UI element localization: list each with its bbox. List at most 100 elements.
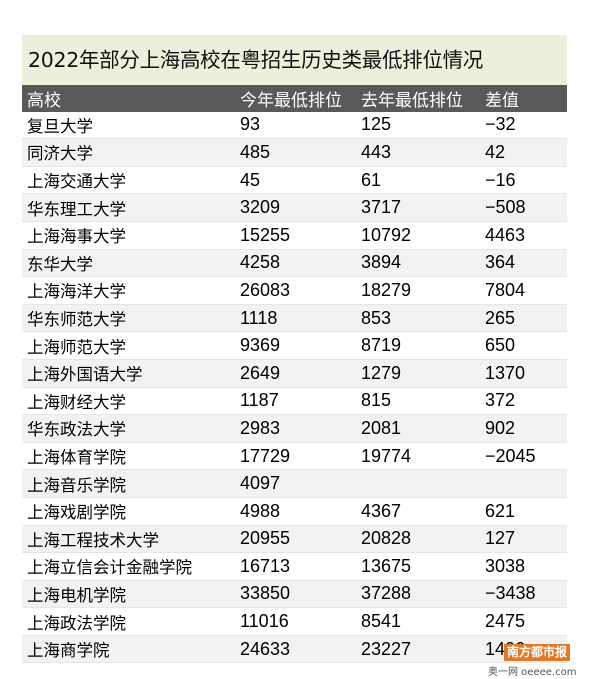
this-year-rank-cell: 93 — [240, 114, 261, 135]
difference-cell: −16 — [485, 169, 516, 190]
table-row: 上海戏剧学院 4988 4367 621 — [22, 497, 567, 525]
last-year-rank-cell: 443 — [361, 141, 392, 162]
difference-cell: 4463 — [485, 224, 526, 245]
school-name-cell: 上海商学院 — [27, 641, 110, 661]
last-year-rank-cell: 37288 — [361, 583, 412, 604]
this-year-rank-cell: 17729 — [240, 445, 291, 466]
school-name-cell: 华东政法大学 — [27, 420, 126, 440]
newspaper-logo: 南方都市报 奥一网 oeeee.com — [478, 643, 586, 678]
difference-cell: 372 — [485, 390, 516, 411]
last-year-rank-cell: 2081 — [361, 417, 402, 438]
this-year-rank-cell: 16713 — [240, 555, 291, 576]
difference-cell: 2475 — [485, 611, 526, 632]
school-name-cell: 上海外国语大学 — [27, 365, 143, 385]
ranking-table: 高校 今年最低排位 去年最低排位 差值 复旦大学 93 125 −32 同济大学 485 4… — [22, 85, 567, 663]
table-row: 上海财经大学 1187 815 372 — [22, 387, 567, 415]
last-year-rank-cell: 10792 — [361, 224, 412, 245]
this-year-rank-cell: 45 — [240, 169, 261, 190]
last-year-rank-cell: 853 — [361, 307, 392, 328]
last-year-rank-cell — [356, 470, 480, 498]
table-row: 上海外国语大学 2649 1279 1370 — [22, 359, 567, 388]
school-name-cell: 上海体育学院 — [27, 448, 126, 468]
last-year-rank-cell: 13675 — [361, 555, 412, 576]
difference-cell — [480, 470, 567, 498]
table-row: 华东政法大学 2983 2081 902 — [22, 414, 567, 443]
school-name-cell: 上海政法学院 — [27, 613, 126, 633]
this-year-rank-cell: 3209 — [240, 197, 281, 218]
this-year-rank-cell: 20955 — [240, 528, 291, 549]
table-row: 上海体育学院 17729 19774 −2045 — [22, 442, 567, 470]
last-year-rank-cell: 18279 — [361, 279, 412, 300]
last-year-rank-cell: 3894 — [361, 252, 402, 273]
table-row: 华东理工大学 3209 3717 −508 — [22, 193, 567, 222]
this-year-rank-cell: 15255 — [240, 224, 291, 245]
school-name-cell: 上海工程技术大学 — [27, 530, 159, 550]
this-year-rank-cell: 24633 — [240, 638, 291, 659]
table-row: 同济大学 485 443 42 — [22, 138, 567, 167]
school-name-cell: 上海立信会计金融学院 — [27, 558, 192, 578]
table-row: 上海立信会计金融学院 16713 13675 3038 — [22, 552, 567, 581]
school-name-cell: 复旦大学 — [27, 116, 93, 136]
school-name-cell: 上海师范大学 — [27, 337, 126, 357]
last-year-rank-cell: 61 — [361, 169, 382, 190]
table-row: 上海工程技术大学 20955 20828 127 — [22, 525, 567, 553]
table-row: 东华大学 4258 3894 364 — [22, 249, 567, 277]
last-year-rank-cell: 3717 — [361, 197, 402, 218]
difference-cell: 7804 — [485, 279, 526, 300]
school-name-cell: 上海财经大学 — [27, 392, 126, 412]
table-row: 上海交通大学 45 61 −16 — [22, 166, 567, 194]
difference-cell: 1370 — [485, 362, 526, 383]
this-year-rank-cell: 4988 — [240, 500, 281, 521]
this-year-rank-cell: 1187 — [240, 390, 279, 411]
school-name-cell: 上海电机学院 — [27, 585, 126, 605]
school-name-cell: 华东师范大学 — [27, 310, 126, 330]
difference-cell: 265 — [485, 307, 516, 328]
this-year-rank-cell: 26083 — [240, 279, 291, 300]
table-row: 上海海洋大学 26083 18279 7804 — [22, 276, 567, 305]
header-row: 高校 今年最低排位 去年最低排位 差值 — [22, 85, 567, 112]
difference-cell: 902 — [485, 417, 516, 438]
table-row: 上海政法学院 11016 8541 2475 — [22, 607, 567, 636]
this-year-rank-cell: 2983 — [240, 417, 281, 438]
difference-cell: −508 — [485, 197, 526, 218]
this-year-rank-cell: 9369 — [240, 335, 281, 356]
table-row: 上海商学院24633232271406 — [22, 635, 567, 663]
difference-cell: 650 — [485, 335, 516, 356]
table-row: 上海电机学院 33850 37288 −3438 — [22, 580, 567, 608]
table-row: 上海音乐学院 4097 — [22, 469, 567, 498]
this-year-rank-cell: 2649 — [240, 362, 281, 383]
school-name-cell: 上海戏剧学院 — [27, 503, 126, 523]
logo-site: 奥一网 oeeee.com — [488, 667, 577, 678]
table-row: 复旦大学 93 125 −32 — [22, 111, 567, 139]
difference-cell: 42 — [485, 141, 506, 162]
last-year-rank-cell: 815 — [361, 390, 392, 411]
last-year-rank-cell: 4367 — [361, 500, 402, 521]
this-year-rank-cell: 4097 — [240, 473, 281, 494]
this-year-rank-cell: 1118 — [240, 307, 278, 328]
difference-cell: −32 — [485, 114, 516, 135]
difference-cell: −3438 — [485, 583, 536, 604]
this-year-rank-cell: 4258 — [240, 252, 281, 273]
header-this-year: 今年最低排位 — [240, 90, 342, 111]
difference-cell: 621 — [485, 500, 516, 521]
table-row: 上海海事大学 15255 10792 4463 — [22, 221, 567, 250]
last-year-rank-cell: 23227 — [361, 638, 412, 659]
school-name-cell: 东华大学 — [27, 254, 93, 274]
last-year-rank-cell: 20828 — [361, 528, 412, 549]
table-row: 华东师范大学 1118 853 265 — [22, 304, 567, 332]
logo-brand: 南方都市报 — [504, 644, 571, 661]
school-name-cell: 上海音乐学院 — [27, 475, 126, 495]
difference-cell: 364 — [485, 252, 516, 273]
table-container: 2022年部分上海高校在粤招生历史类最低排位情况 高校 今年最低排位 去年最低排… — [22, 35, 567, 663]
table-title: 2022年部分上海高校在粤招生历史类最低排位情况 — [22, 35, 567, 85]
last-year-rank-cell: 8541 — [361, 611, 402, 632]
table-row: 上海师范大学 9369 8719 650 — [22, 331, 567, 360]
school-name-cell: 上海海洋大学 — [27, 282, 126, 302]
last-year-rank-cell: 19774 — [361, 445, 412, 466]
school-name-cell: 上海海事大学 — [27, 227, 126, 247]
header-difference: 差值 — [485, 90, 519, 111]
school-name-cell: 同济大学 — [27, 144, 93, 164]
this-year-rank-cell: 11016 — [240, 611, 289, 632]
last-year-rank-cell: 125 — [361, 114, 392, 135]
header-school: 高校 — [27, 90, 61, 111]
